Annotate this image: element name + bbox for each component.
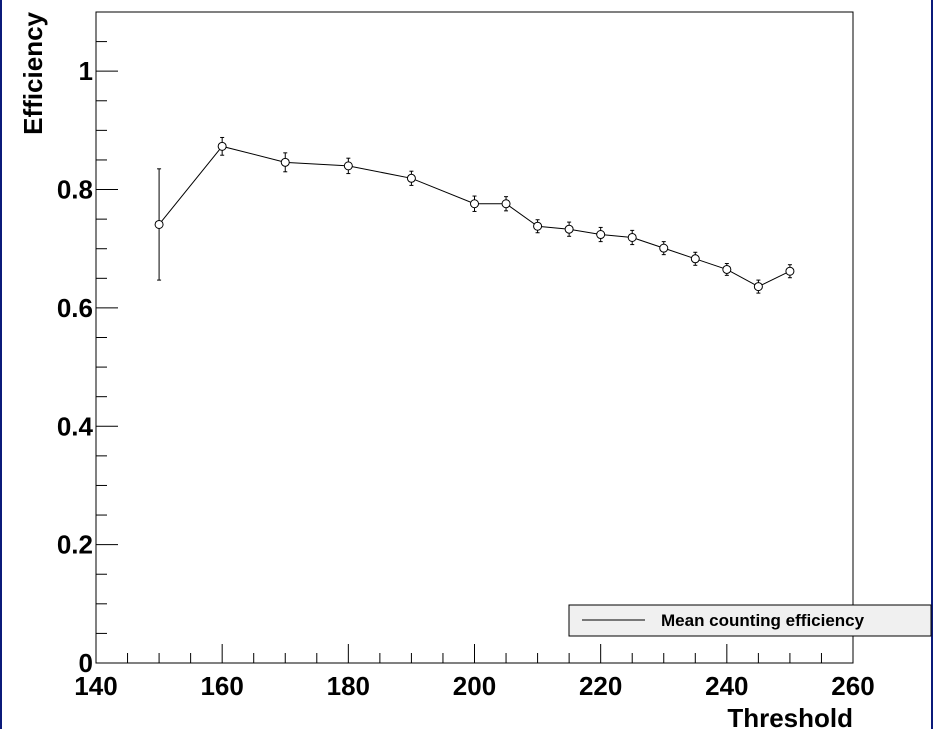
data-point bbox=[501, 199, 511, 209]
data-point bbox=[659, 243, 669, 253]
x-axis-ticks bbox=[95, 644, 854, 663]
data-point bbox=[564, 224, 574, 234]
y-tick-label: 0.2 bbox=[57, 530, 93, 560]
data-point bbox=[343, 161, 353, 171]
x-tick-label: 180 bbox=[327, 671, 370, 701]
y-tick-label: 0.4 bbox=[57, 411, 94, 441]
x-axis-title: Threshold bbox=[727, 703, 853, 729]
x-tick-label: 140 bbox=[74, 671, 117, 701]
x-tick-label: 260 bbox=[831, 671, 874, 701]
data-point bbox=[533, 221, 543, 231]
window-frame-right bbox=[931, 0, 933, 729]
data-point bbox=[753, 282, 763, 292]
y-tick-label: 0.6 bbox=[57, 293, 93, 323]
data-point bbox=[470, 199, 479, 209]
data-point bbox=[722, 264, 732, 274]
plot-frame bbox=[95, 11, 854, 664]
x-axis-tick-labels: 140 160 180 200 220 240 260 bbox=[74, 671, 874, 701]
data-point-markers bbox=[154, 141, 795, 292]
legend-label: Mean counting efficiency bbox=[661, 611, 865, 630]
data-point bbox=[280, 157, 290, 167]
error-bars bbox=[157, 136, 792, 294]
y-axis-title: Efficiency bbox=[18, 11, 48, 134]
x-tick-label: 200 bbox=[453, 671, 496, 701]
data-point bbox=[690, 254, 700, 264]
legend: Mean counting efficiency bbox=[568, 604, 932, 637]
data-point bbox=[217, 141, 227, 151]
data-point bbox=[596, 230, 606, 240]
y-tick-label: 0.8 bbox=[57, 175, 93, 205]
window-frame-left bbox=[0, 0, 2, 729]
y-axis-tick-labels: 0 0.2 0.4 0.6 0.8 1 bbox=[57, 56, 94, 678]
y-axis-ticks bbox=[96, 11, 118, 664]
data-point bbox=[627, 232, 637, 242]
x-tick-label: 220 bbox=[579, 671, 622, 701]
y-tick-label: 0 bbox=[79, 648, 93, 678]
y-tick-label: 1 bbox=[79, 56, 93, 86]
x-tick-label: 160 bbox=[200, 671, 243, 701]
data-point bbox=[406, 173, 416, 183]
x-tick-label: 240 bbox=[705, 671, 748, 701]
data-point bbox=[785, 266, 795, 276]
series-line bbox=[158, 145, 791, 288]
data-point bbox=[154, 219, 164, 229]
